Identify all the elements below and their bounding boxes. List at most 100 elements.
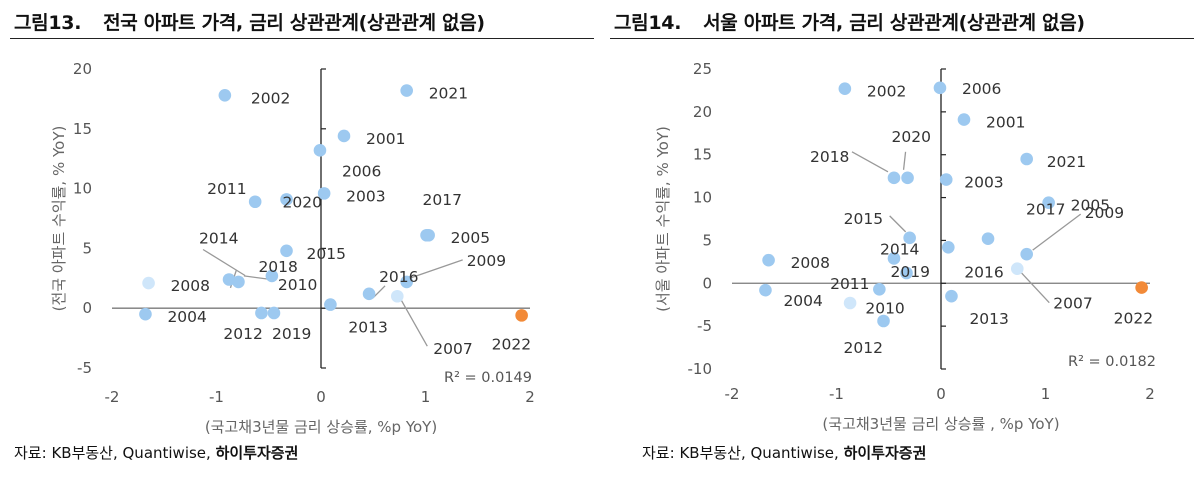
point-label-2002: 2002 [867,83,906,101]
point-label-2009: 2009 [1085,204,1124,222]
data-point-2004 [759,283,772,297]
data-point-2011 [843,296,857,310]
point-label-2004: 2004 [783,292,822,310]
data-point-2005 [1042,196,1055,210]
x-tick-label: -1 [829,385,844,403]
data-points [139,84,528,322]
data-point-2007 [1010,262,1024,276]
point-label-2005: 2005 [451,229,490,247]
figure-number: 그림13. [14,12,82,34]
y-tick-label: 15 [693,146,712,164]
leader-line-2018 [851,151,889,173]
point-label-2021: 2021 [429,85,468,103]
point-label-2003: 2003 [964,174,1003,192]
point-label-2018: 2018 [810,148,849,166]
point-label-2011: 2011 [207,180,246,198]
point-label-2010: 2010 [865,299,904,317]
data-point-2015 [280,244,293,258]
data-point-2004 [139,307,152,321]
y-tick-label: 10 [693,189,712,207]
y-tick-label: 5 [82,239,92,257]
data-point-2006 [933,81,947,95]
y-tick-label: 0 [702,274,712,292]
leader-line-2014 [202,248,246,277]
data-point-2013 [324,298,337,311]
data-point-2009 [1020,247,1033,261]
point-label-2003: 2003 [346,187,385,205]
data-point-2013 [945,289,958,303]
y-tick-label: -5 [697,317,712,335]
data-point-2006 [313,144,327,157]
source-note: 자료: KB부동산, Quantiwise, 하이투자증권 [642,442,926,463]
point-label-2008: 2008 [791,254,830,272]
point-label-2019: 2019 [891,263,930,281]
y-axis-title: (전국 아파트 수익률, % YoY) [50,126,68,312]
data-point-2002 [838,82,852,96]
point-label-2008: 2008 [171,277,210,295]
title-divider [10,38,594,39]
leader-line-2007 [400,299,428,347]
point-label-2006: 2006 [962,80,1001,98]
x-tick-label: 1 [1041,385,1051,403]
title-divider [610,38,1194,39]
point-label-2017: 2017 [1026,201,1065,219]
y-tick-label: 0 [82,299,92,317]
point-label-2016: 2016 [964,263,1003,281]
data-point-2002 [218,89,232,102]
point-label-2001: 2001 [986,114,1025,132]
axes [732,68,1150,370]
data-point-2019 [900,266,913,280]
y-tick-label: 5 [702,231,712,249]
y-tick-label: -5 [77,359,92,377]
point-label-2011: 2011 [830,275,869,293]
point-label-2012: 2012 [844,339,883,357]
data-point-2016 [942,240,955,254]
source-body: KB부동산, Quantiwise, [51,444,216,462]
leader-line-2007 [1020,272,1050,304]
point-label-2010: 2010 [278,276,317,294]
leader-line-2020 [902,151,907,170]
point-label-2012: 2012 [223,325,262,343]
point-label-2016: 2016 [379,268,418,286]
figure-number: 그림14. [614,12,682,34]
point-label-2009: 2009 [467,252,506,270]
data-point-2018 [887,171,901,185]
source-note: 자료: KB부동산, Quantiwise, 하이투자증권 [14,442,298,463]
data-point-2021 [400,84,413,97]
point-label-2014: 2014 [880,240,919,258]
point-label-2022: 2022 [1114,310,1153,328]
data-point-2020 [901,171,914,185]
source-bold: 하이투자증권 [215,444,299,462]
point-label-2002: 2002 [251,89,290,107]
data-point-2008 [762,253,775,267]
data-point-2022 [515,309,528,322]
x-tick-label: -2 [725,385,740,403]
data-point-2011 [248,195,262,209]
source-body: KB부동산, Quantiwise, [679,444,844,462]
data-point-2012 [255,306,268,320]
x-tick-label: 2 [1145,385,1155,403]
point-labels: 2001 2002 2003 2004 2005 2006 2007 2008 2009 2010… [167,85,531,359]
x-tick-label: 0 [316,388,326,406]
data-point-2008 [142,276,155,290]
data-point-2017 [420,228,433,242]
r-squared-annotation: R² = 0.0149 [444,370,532,386]
y-tick-label: -10 [688,360,713,378]
panel-right: 그림14. 서울 아파트 가격, 금리 상관관계(상관관계 없음) -2 -1 0 1 2… [600,0,1200,477]
data-point-2018 [232,275,245,289]
leader-line-2009 [410,259,463,279]
point-label-2007: 2007 [433,340,472,358]
y-axis-title: (서울 아파트 수익률, % YoY) [654,126,672,312]
r-squared-annotation: R² = 0.0182 [1068,354,1156,370]
x-tick-label: 0 [936,385,946,403]
data-point-2022 [1135,281,1148,294]
point-label-2004: 2004 [167,308,206,326]
x-tick-label: 2 [525,388,535,406]
data-point-2017 [981,232,995,246]
data-point-2014 [222,273,236,286]
point-label-2021: 2021 [1047,153,1086,171]
data-point-2007 [390,289,404,303]
point-label-2006: 2006 [342,162,381,180]
source-prefix: 자료: [642,444,680,462]
